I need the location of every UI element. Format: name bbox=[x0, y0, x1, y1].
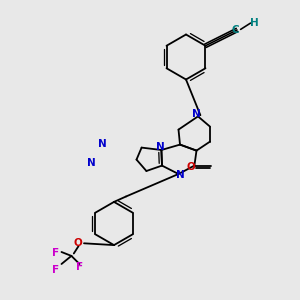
Text: F: F bbox=[52, 248, 59, 259]
Text: F: F bbox=[76, 262, 83, 272]
Text: N: N bbox=[87, 158, 96, 169]
Text: N: N bbox=[192, 109, 201, 119]
Text: N: N bbox=[156, 142, 165, 152]
Text: H: H bbox=[250, 17, 259, 28]
Text: N: N bbox=[176, 170, 185, 181]
Text: N: N bbox=[98, 139, 106, 149]
Text: O: O bbox=[73, 238, 82, 248]
Text: C: C bbox=[232, 25, 239, 35]
Text: F: F bbox=[52, 265, 59, 275]
Text: O: O bbox=[186, 161, 195, 172]
